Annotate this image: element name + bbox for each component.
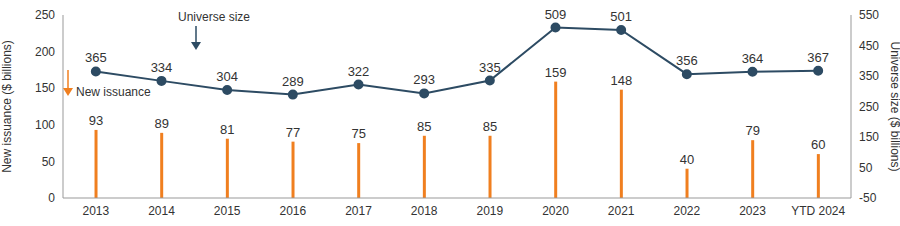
svg-text:50: 50 bbox=[42, 155, 56, 169]
svg-text:250: 250 bbox=[859, 100, 879, 114]
svg-text:2022: 2022 bbox=[673, 204, 700, 218]
svg-text:356: 356 bbox=[676, 53, 698, 68]
svg-text:2015: 2015 bbox=[214, 204, 241, 218]
svg-text:501: 501 bbox=[610, 9, 632, 24]
svg-text:75: 75 bbox=[351, 126, 365, 141]
svg-text:81: 81 bbox=[220, 122, 234, 137]
svg-text:293: 293 bbox=[413, 72, 435, 87]
svg-text:150: 150 bbox=[35, 81, 55, 95]
svg-text:2016: 2016 bbox=[279, 204, 306, 218]
svg-text:2020: 2020 bbox=[542, 204, 569, 218]
svg-text:Universe size ($ billions): Universe size ($ billions) bbox=[888, 41, 892, 171]
svg-text:89: 89 bbox=[154, 116, 168, 131]
svg-text:0: 0 bbox=[48, 191, 55, 205]
svg-text:50: 50 bbox=[859, 161, 873, 175]
svg-text:2014: 2014 bbox=[148, 204, 175, 218]
svg-text:450: 450 bbox=[859, 39, 879, 53]
svg-text:364: 364 bbox=[742, 51, 764, 66]
svg-text:New issuance ($ billions): New issuance ($ billions) bbox=[8, 40, 14, 173]
svg-text:148: 148 bbox=[611, 73, 633, 88]
svg-text:334: 334 bbox=[151, 60, 173, 75]
svg-text:250: 250 bbox=[35, 8, 55, 22]
svg-text:93: 93 bbox=[89, 113, 103, 128]
svg-text:335: 335 bbox=[479, 60, 501, 75]
svg-text:159: 159 bbox=[545, 65, 567, 80]
svg-text:2017: 2017 bbox=[345, 204, 372, 218]
svg-text:YTD 2024: YTD 2024 bbox=[791, 204, 845, 218]
svg-text:150: 150 bbox=[859, 130, 879, 144]
svg-text:77: 77 bbox=[286, 125, 300, 140]
svg-text:2019: 2019 bbox=[476, 204, 503, 218]
svg-text:79: 79 bbox=[745, 123, 759, 138]
svg-text:289: 289 bbox=[282, 74, 304, 89]
svg-text:100: 100 bbox=[35, 118, 55, 132]
svg-text:365: 365 bbox=[85, 50, 107, 65]
svg-text:350: 350 bbox=[859, 69, 879, 83]
svg-text:2018: 2018 bbox=[411, 204, 438, 218]
svg-text:-50: -50 bbox=[859, 191, 877, 205]
svg-text:200: 200 bbox=[35, 45, 55, 59]
svg-text:509: 509 bbox=[545, 7, 567, 22]
svg-text:40: 40 bbox=[680, 152, 694, 167]
svg-text:304: 304 bbox=[216, 69, 238, 84]
svg-text:Universe size: Universe size bbox=[178, 10, 250, 24]
svg-text:85: 85 bbox=[483, 119, 497, 134]
svg-text:367: 367 bbox=[807, 50, 829, 65]
svg-text:550: 550 bbox=[859, 8, 879, 22]
svg-text:2023: 2023 bbox=[739, 204, 766, 218]
svg-text:2013: 2013 bbox=[82, 204, 109, 218]
svg-text:322: 322 bbox=[348, 64, 370, 79]
svg-text:New issuance: New issuance bbox=[76, 85, 151, 99]
svg-text:85: 85 bbox=[417, 119, 431, 134]
svg-text:2021: 2021 bbox=[608, 204, 635, 218]
svg-text:60: 60 bbox=[811, 137, 825, 152]
